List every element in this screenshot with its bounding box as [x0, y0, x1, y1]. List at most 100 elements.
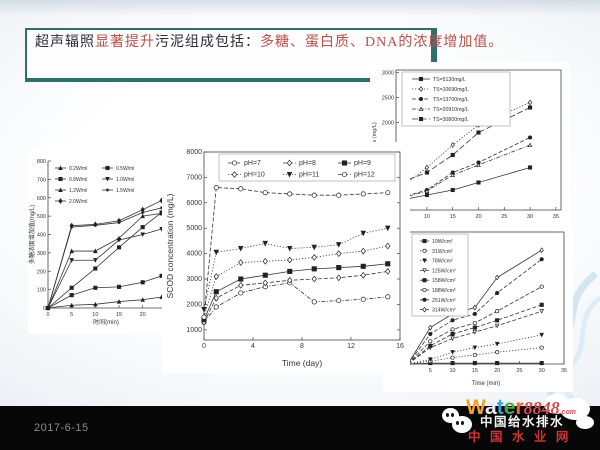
marker — [140, 225, 145, 230]
y-tick-label: 100 — [37, 288, 46, 294]
series-line-0.2W/ml — [47, 296, 162, 309]
y-tick-label: 600 — [37, 196, 46, 202]
marker — [527, 99, 533, 106]
marker — [69, 258, 74, 263]
marker — [450, 336, 455, 341]
x-tick-label: 20 — [140, 312, 146, 318]
y-tick-label: 2000 — [186, 301, 202, 308]
marker — [539, 361, 544, 366]
marker — [418, 96, 424, 102]
logo-cn-line1: 中国给水排水 — [480, 415, 565, 429]
marker — [450, 172, 455, 178]
slide-date: 2017-6-15 — [34, 422, 89, 434]
y-tick-label: 3000 — [186, 276, 202, 283]
series-line-pH=7 — [203, 282, 388, 323]
x-tick-label: 10 — [92, 312, 98, 318]
marker — [360, 271, 366, 279]
axis-frame — [47, 161, 164, 309]
marker — [116, 284, 122, 289]
x-tick-label: 15 — [472, 368, 478, 374]
marker — [385, 268, 391, 275]
marker — [472, 361, 477, 366]
marker — [539, 309, 544, 314]
x-tick-label: 10 — [424, 214, 430, 220]
y-tick-label: 3000 — [382, 71, 394, 77]
marker — [213, 185, 219, 191]
marker — [495, 318, 500, 323]
x-tick-label: 5 — [429, 368, 432, 374]
marker — [69, 222, 74, 229]
marker — [450, 152, 455, 158]
marker — [238, 276, 244, 282]
marker — [93, 301, 98, 307]
legend-label: 78W/cm² — [432, 259, 453, 265]
marker — [450, 318, 455, 323]
legend-label: pH=7 — [244, 160, 261, 167]
x-tick-label: 4 — [251, 343, 255, 350]
legend-label: pH=12 — [354, 172, 375, 179]
marker — [385, 242, 391, 250]
marker — [424, 170, 429, 175]
legend-label: 1.5W/ml — [116, 188, 134, 194]
series-line-251W/cm² — [407, 258, 542, 365]
marker — [341, 160, 348, 166]
y-tick-label: 1000 — [186, 327, 202, 334]
legend-label: 125W/cm² — [432, 268, 456, 274]
marker — [237, 245, 244, 252]
logo-letter: e — [503, 396, 516, 419]
marker — [428, 343, 433, 348]
x-axis-label: Time (day) — [282, 358, 322, 368]
x-tick-label: 5 — [70, 312, 73, 318]
marker — [58, 187, 63, 193]
x-tick-label: 0 — [202, 343, 206, 350]
marker — [360, 296, 366, 302]
x-tick-label: 15 — [116, 312, 122, 318]
marker — [116, 217, 122, 224]
marker — [335, 242, 342, 248]
legend-label: 0.2W/ml — [69, 166, 87, 172]
series-line-19W/cm² — [407, 362, 542, 365]
marker — [539, 284, 544, 289]
marker — [262, 240, 269, 247]
marker — [428, 339, 433, 344]
marker — [159, 206, 164, 210]
x-tick-label: 30 — [539, 368, 545, 374]
legend-box — [218, 153, 396, 182]
marker — [418, 86, 424, 92]
series-line-1.0W/ml — [47, 228, 162, 309]
wechat-icon — [452, 416, 472, 433]
series-line-pH=9 — [203, 263, 388, 320]
marker — [213, 304, 219, 310]
marker — [384, 225, 391, 232]
marker — [472, 311, 477, 316]
y-tick-label: 6000 — [186, 200, 202, 207]
marker — [286, 159, 293, 167]
marker — [422, 258, 427, 264]
legend-label: 251W/cm² — [432, 298, 456, 304]
marker — [450, 331, 455, 337]
x-tick-label: 12 — [347, 343, 355, 350]
marker — [262, 279, 268, 287]
marker — [287, 276, 293, 284]
series-line-0.5W/ml — [47, 275, 162, 309]
marker — [385, 190, 391, 196]
marker — [472, 345, 478, 351]
series-line-2.0W/ml — [47, 200, 162, 309]
marker — [472, 330, 478, 335]
marker — [238, 259, 244, 266]
marker — [424, 192, 429, 198]
marker — [422, 287, 427, 293]
marker — [311, 244, 318, 251]
legend-label: pH=9 — [354, 160, 371, 167]
chart-panel-middle: 0 4 8 12 16 1000 2000 3000 4000 5000 6000 7000 8000 T… — [162, 142, 410, 373]
marker — [385, 294, 391, 300]
legend-label: 0.5W/ml — [116, 166, 134, 172]
y-tick-label: 5000 — [186, 225, 202, 232]
marker — [539, 257, 544, 262]
x-tick-label: 25 — [501, 214, 507, 220]
marker — [213, 273, 219, 280]
marker — [418, 106, 424, 112]
series-line-1.2W/ml — [47, 212, 162, 309]
